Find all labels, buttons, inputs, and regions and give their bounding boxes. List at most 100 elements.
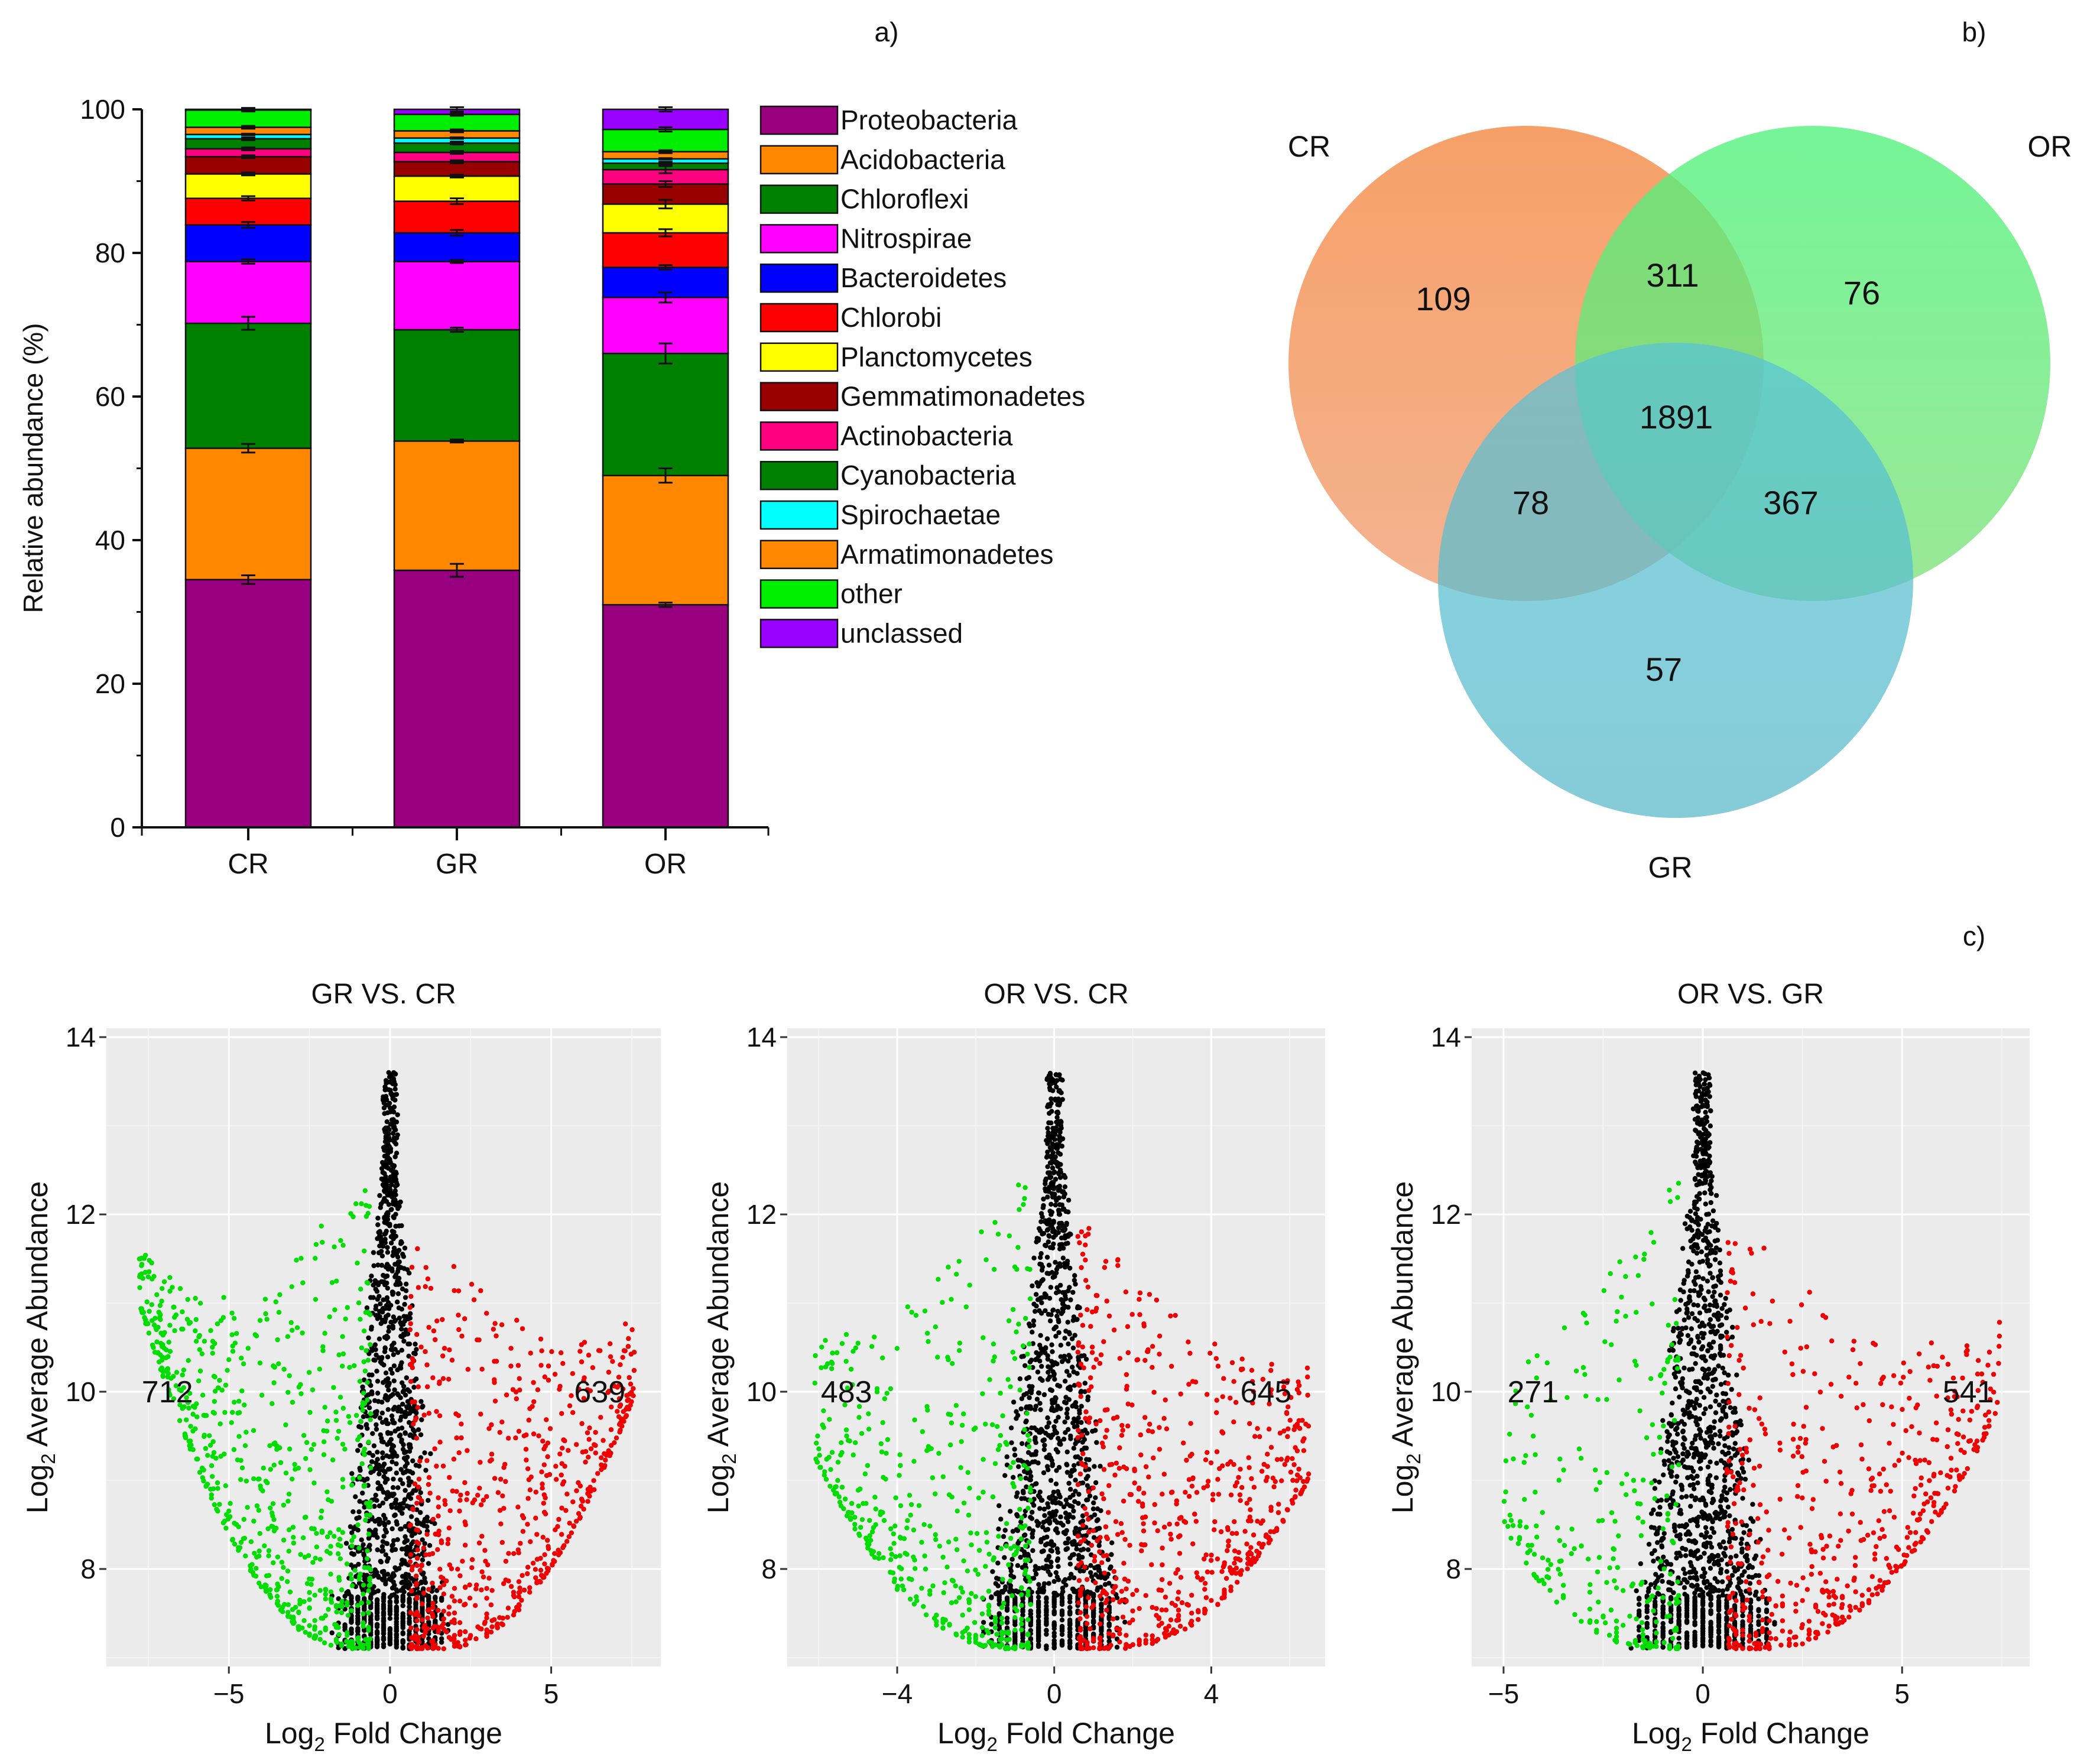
point-down-regulated: [244, 1479, 249, 1484]
point-down-regulated: [893, 1495, 898, 1500]
point-up-regulated: [541, 1462, 547, 1467]
point-down-regulated: [981, 1457, 986, 1462]
point-down-regulated: [210, 1409, 216, 1415]
point-up-regulated: [546, 1363, 551, 1369]
point-not-significant: [357, 1499, 362, 1504]
bar-error-bar: [241, 154, 255, 160]
legend-item: Spirochaetae: [759, 499, 1001, 530]
legend-label: Chlorobi: [840, 302, 942, 333]
point-not-significant: [404, 1281, 409, 1287]
point-not-significant: [1088, 1563, 1093, 1568]
point-not-significant: [996, 1503, 1002, 1509]
point-not-significant: [1043, 1350, 1048, 1356]
point-down-regulated: [848, 1516, 853, 1522]
point-up-regulated: [478, 1411, 483, 1417]
point-not-significant: [374, 1427, 379, 1432]
point-down-regulated: [1006, 1318, 1012, 1324]
point-down-regulated: [328, 1589, 334, 1594]
point-not-significant: [439, 1636, 444, 1642]
point-up-regulated: [415, 1528, 421, 1533]
point-down-regulated: [926, 1339, 931, 1344]
point-not-significant: [385, 1110, 391, 1116]
point-not-significant: [401, 1254, 407, 1259]
point-down-regulated: [238, 1458, 244, 1463]
point-not-significant: [376, 1516, 381, 1522]
point-down-regulated: [873, 1522, 878, 1528]
point-not-significant: [1044, 1336, 1050, 1341]
point-down-regulated: [319, 1508, 324, 1514]
point-up-regulated: [560, 1361, 566, 1366]
point-down-regulated: [290, 1476, 295, 1482]
point-down-regulated: [245, 1505, 250, 1510]
point-down-regulated: [911, 1601, 917, 1607]
point-not-significant: [1041, 1470, 1047, 1476]
point-up-regulated: [440, 1376, 446, 1381]
point-not-significant: [1053, 1527, 1059, 1533]
point-up-regulated: [526, 1477, 532, 1483]
point-not-significant: [398, 1395, 403, 1401]
point-not-significant: [1083, 1533, 1089, 1538]
point-not-significant: [1062, 1379, 1068, 1384]
point-down-regulated: [307, 1467, 313, 1473]
point-not-significant: [411, 1427, 416, 1432]
legend-item: Bacteroidetes: [759, 262, 1007, 293]
point-not-significant: [371, 1282, 376, 1288]
point-not-significant: [372, 1414, 378, 1419]
point-not-significant: [375, 1450, 380, 1455]
bar-error-bar: [450, 159, 464, 164]
point-not-significant: [1057, 1383, 1063, 1389]
point-not-significant: [381, 1626, 387, 1632]
point-down-regulated: [323, 1625, 328, 1630]
point-down-regulated: [257, 1580, 262, 1586]
point-down-regulated: [864, 1537, 869, 1542]
point-down-regulated: [340, 1484, 346, 1490]
point-down-regulated: [914, 1598, 920, 1603]
point-down-regulated: [174, 1370, 180, 1375]
point-not-significant: [1044, 1632, 1049, 1637]
point-not-significant: [1046, 1233, 1051, 1239]
point-down-regulated: [1008, 1535, 1014, 1541]
point-not-significant: [1044, 1622, 1049, 1627]
point-down-regulated: [367, 1512, 373, 1518]
point-not-significant: [1077, 1526, 1082, 1532]
point-up-regulated: [408, 1625, 414, 1630]
point-not-significant: [393, 1272, 399, 1278]
point-down-regulated: [329, 1499, 335, 1504]
point-down-regulated: [839, 1341, 845, 1346]
point-up-regulated: [534, 1532, 540, 1537]
point-down-regulated: [961, 1558, 966, 1564]
point-up-regulated: [415, 1246, 420, 1252]
point-not-significant: [1054, 1119, 1059, 1125]
point-up-regulated: [542, 1374, 547, 1380]
point-down-regulated: [259, 1392, 265, 1398]
point-down-regulated: [280, 1609, 285, 1614]
point-down-regulated: [202, 1432, 207, 1438]
point-down-regulated: [953, 1536, 959, 1542]
point-not-significant: [342, 1593, 348, 1599]
point-down-regulated: [1012, 1606, 1018, 1611]
point-not-significant: [1012, 1639, 1018, 1645]
point-up-regulated: [540, 1535, 546, 1540]
point-down-regulated: [143, 1252, 148, 1258]
point-up-regulated: [517, 1586, 522, 1591]
point-down-regulated: [187, 1438, 193, 1444]
point-not-significant: [1072, 1499, 1077, 1505]
point-down-regulated: [1022, 1185, 1028, 1190]
point-down-regulated: [161, 1279, 167, 1285]
point-not-significant: [1052, 1274, 1057, 1279]
point-down-regulated: [218, 1454, 223, 1459]
legend-label: Planctomycetes: [840, 342, 1033, 372]
point-down-regulated: [287, 1446, 293, 1452]
point-down-regulated: [137, 1272, 143, 1278]
legend-item: other: [759, 579, 903, 609]
point-not-significant: [385, 1383, 390, 1389]
point-not-significant: [1114, 1615, 1120, 1621]
point-down-regulated: [829, 1450, 835, 1455]
point-not-significant: [416, 1520, 422, 1525]
point-not-significant: [384, 1529, 389, 1535]
point-down-regulated: [272, 1365, 277, 1370]
point-not-significant: [384, 1496, 389, 1502]
point-not-significant: [1050, 1362, 1056, 1368]
point-down-regulated: [853, 1440, 858, 1445]
point-down-regulated: [897, 1553, 903, 1558]
